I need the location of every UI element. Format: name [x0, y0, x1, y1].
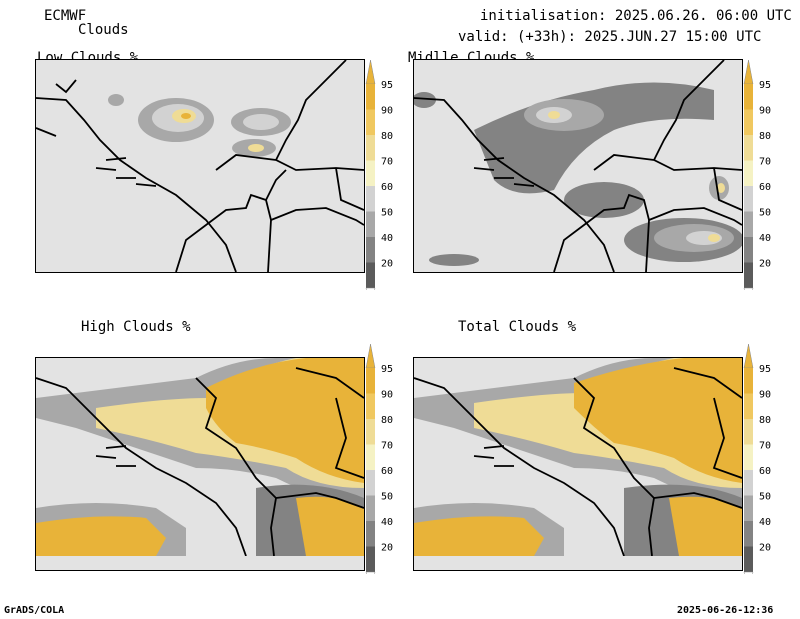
- borders: [36, 367, 364, 556]
- colorbar-swatch: [366, 237, 375, 263]
- panel-title-total: Total Clouds %: [458, 319, 577, 335]
- borders: [414, 60, 742, 272]
- colorbar-label: 60: [759, 466, 771, 477]
- colorbar-label: 60: [381, 466, 393, 477]
- colorbar-swatch: [744, 393, 753, 419]
- colorbar-low: 95 90 80 70 60 50 40 20: [364, 58, 410, 311]
- borders: [36, 60, 364, 272]
- product-label: Clouds: [78, 22, 129, 38]
- colorbar-label: 70: [759, 441, 771, 452]
- colorbar-swatch: [366, 84, 375, 110]
- borders: [414, 367, 742, 556]
- colorbar-label: 50: [759, 492, 771, 503]
- colorbar-min-arrow: [365, 287, 376, 311]
- colorbar-swatch: [366, 262, 375, 288]
- colorbar-swatch: [366, 495, 375, 521]
- map-total-clouds: [413, 357, 743, 571]
- colorbar-swatch: [366, 419, 375, 445]
- colorbar-swatch: [366, 368, 375, 394]
- colorbar-label: 20: [381, 543, 393, 554]
- colorbar-swatch: [744, 186, 753, 212]
- colorbar-label: 70: [759, 157, 771, 168]
- colorbar-label: 50: [381, 208, 393, 219]
- init-time: initialisation: 2025.06.26. 06:00 UTC: [480, 8, 792, 24]
- colorbar-label: 95: [381, 364, 393, 375]
- colorbar-swatch: [744, 470, 753, 496]
- colorbar-label: 60: [759, 182, 771, 193]
- colorbar-label: 90: [381, 106, 393, 117]
- colorbar-label: 50: [381, 492, 393, 503]
- cloud-field: [36, 358, 364, 556]
- colorbar-swatch: [366, 135, 375, 161]
- colorbar-swatch: [366, 521, 375, 547]
- map-middle-clouds: [413, 59, 743, 273]
- colorbar-label: 70: [381, 157, 393, 168]
- model-label: ECMWF: [44, 8, 87, 24]
- colorbar-min-arrow: [743, 571, 754, 595]
- colorbar-swatch: [366, 109, 375, 135]
- colorbar-middle: 95 90 80 70 60 50 40 20: [742, 58, 788, 311]
- colorbar-label: 60: [381, 182, 393, 193]
- colorbar-label: 80: [381, 131, 393, 142]
- colorbar-label: 70: [381, 441, 393, 452]
- colorbar-swatch: [366, 444, 375, 470]
- colorbar-swatch: [744, 419, 753, 445]
- colorbar-label: 40: [759, 233, 771, 244]
- map-high-clouds: [35, 357, 365, 571]
- colorbar-label: 20: [759, 543, 771, 554]
- colorbar-high: 95 90 80 70 60 50 40 20: [364, 342, 410, 595]
- colorbar-label: 95: [759, 364, 771, 375]
- colorbar-swatch: [744, 521, 753, 547]
- colorbar-total: 95 90 80 70 60 50 40 20: [742, 342, 788, 595]
- colorbar-label: 95: [381, 80, 393, 91]
- footer-software: GrADS/COLA: [4, 605, 65, 616]
- colorbar-label: 90: [381, 390, 393, 401]
- colorbar-swatch: [366, 160, 375, 186]
- colorbar-label: 95: [759, 80, 771, 91]
- colorbar-label: 90: [759, 390, 771, 401]
- colorbar-swatch: [744, 109, 753, 135]
- colorbar-swatch: [366, 186, 375, 212]
- colorbar-min-arrow: [743, 287, 754, 311]
- colorbar-swatch: [744, 237, 753, 263]
- colorbar-swatch: [744, 444, 753, 470]
- colorbar-swatch: [744, 211, 753, 237]
- map-low-clouds: [35, 59, 365, 273]
- colorbar-label: 20: [759, 259, 771, 270]
- colorbar-label: 80: [381, 415, 393, 426]
- colorbar-label: 50: [759, 208, 771, 219]
- colorbar-label: 80: [759, 131, 771, 142]
- colorbar-max-arrow: [365, 343, 376, 369]
- colorbar-max-arrow: [743, 59, 754, 85]
- colorbar-swatch: [744, 84, 753, 110]
- colorbar-swatch: [744, 495, 753, 521]
- panel-title-high: High Clouds %: [81, 319, 191, 335]
- colorbar-swatch: [744, 160, 753, 186]
- colorbar-max-arrow: [743, 343, 754, 369]
- colorbar-label: 40: [759, 517, 771, 528]
- footer-timestamp: 2025-06-26-12:36: [677, 605, 774, 616]
- valid-time: valid: (+33h): 2025.JUN.27 15:00 UTC: [458, 29, 762, 45]
- colorbar-label: 20: [381, 259, 393, 270]
- colorbar-max-arrow: [365, 59, 376, 85]
- colorbar-label: 40: [381, 517, 393, 528]
- colorbar-label: 80: [759, 415, 771, 426]
- colorbar-swatch: [744, 135, 753, 161]
- colorbar-swatch: [366, 393, 375, 419]
- colorbar-label: 90: [759, 106, 771, 117]
- colorbar-min-arrow: [365, 571, 376, 595]
- colorbar-label: 40: [381, 233, 393, 244]
- colorbar-swatch: [744, 546, 753, 572]
- cloud-field: [414, 358, 742, 556]
- colorbar-swatch: [366, 546, 375, 572]
- colorbar-swatch: [744, 368, 753, 394]
- colorbar-swatch: [366, 470, 375, 496]
- colorbar-swatch: [366, 211, 375, 237]
- colorbar-swatch: [744, 262, 753, 288]
